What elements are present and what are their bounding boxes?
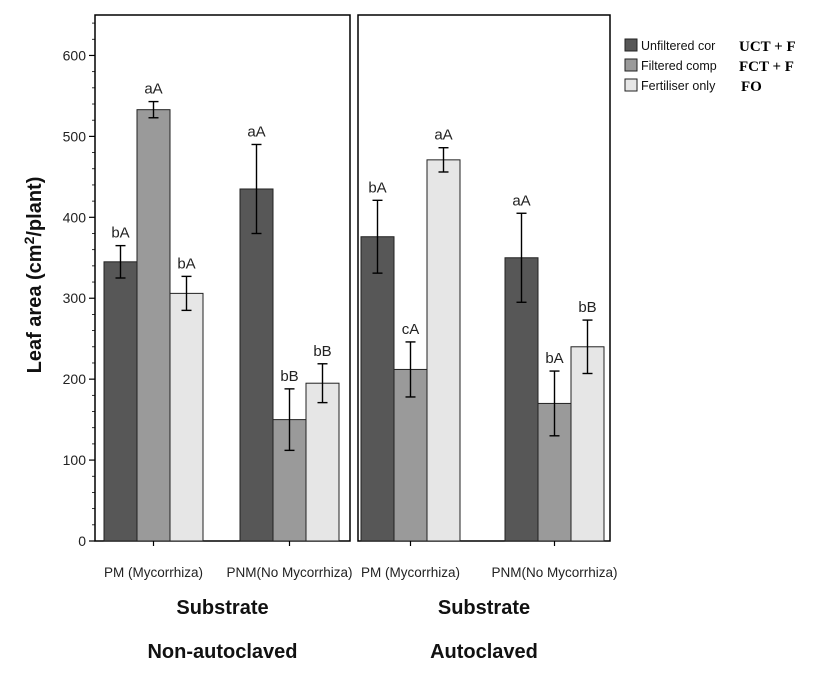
legend-swatch-3 [624,78,638,92]
bar-p2-c1-s2 [393,368,428,542]
legend-overlay-bg-2 [738,56,820,74]
y-tick-label-200: 200 [63,371,87,387]
bar-p1-c1-s2 [136,109,171,542]
bar-p2-c1-s3 [426,159,461,542]
legend-overlay-1: UCT + F [739,39,796,55]
significance-label-p1-c1-s1: bA [111,225,129,242]
category-label-p2-c1: PM (Mycorrhiza) [361,565,460,580]
significance-label-p1-c2-s2: bB [280,368,298,385]
panel-frame-1 [94,14,351,542]
significance-label-p2-c2-s2: bA [545,350,563,367]
bar-p2-c2-s1 [504,257,539,542]
x-axis-title-p2: Substrate [438,597,530,619]
y-axis-title: Leaf area (cm2/plant) [21,177,46,374]
legend-overlay-3: FO [741,79,762,95]
legend-label-2: Filtered comp [641,59,717,73]
bar-p1-c2-s3 [305,382,340,542]
bar-p1-c2-s1 [239,188,274,542]
y-tick-label-300: 300 [63,290,87,306]
bar-p1-c1-s3 [169,292,204,542]
category-label-p1-c1: PM (Mycorrhiza) [104,565,203,580]
significance-label-p1-c2-s3: bB [313,343,331,360]
significance-label-p2-c2-s1: aA [512,192,530,209]
y-tick-label-600: 600 [63,47,87,63]
y-tick-label-100: 100 [63,452,87,468]
significance-label-p1-c1-s2: aA [144,81,162,98]
legend-label-1: Unfiltered cor [641,39,715,53]
panel-title-p1: Non-autoclaved [147,641,297,663]
legend-swatch-2 [624,58,638,72]
bar-p2-c1-s1 [360,236,395,542]
bar-p2-c2-s3 [570,346,605,542]
significance-label-p2-c2-s3: bB [578,299,596,316]
legend-label-3: Fertiliser only [641,79,716,93]
legend-swatch-1 [624,38,638,52]
category-label-p1-c2: PNM(No Mycorrhiza) [226,565,352,580]
panel-frame-2 [357,14,611,542]
x-axis-title-p1: Substrate [176,597,268,619]
legend-overlay-2: FCT + F [739,59,794,75]
category-label-p2-c2: PNM(No Mycorrhiza) [491,565,617,580]
legend-overlay-bg-3 [740,76,770,94]
significance-label-p1-c1-s3: bA [177,255,195,272]
bar-p1-c1-s1 [103,261,138,542]
y-tick-label-500: 500 [63,128,87,144]
significance-label-p2-c1-s1: bA [368,179,386,196]
y-tick-label-400: 400 [63,209,87,225]
y-tick-label-0: 0 [78,533,86,549]
legend-overlay-bg-1 [738,36,820,54]
significance-label-p1-c2-s1: aA [247,123,265,140]
panel-title-p2: Autoclaved [430,641,538,663]
significance-label-p2-c1-s2: cA [402,321,420,338]
significance-label-p2-c1-s3: aA [434,127,452,144]
